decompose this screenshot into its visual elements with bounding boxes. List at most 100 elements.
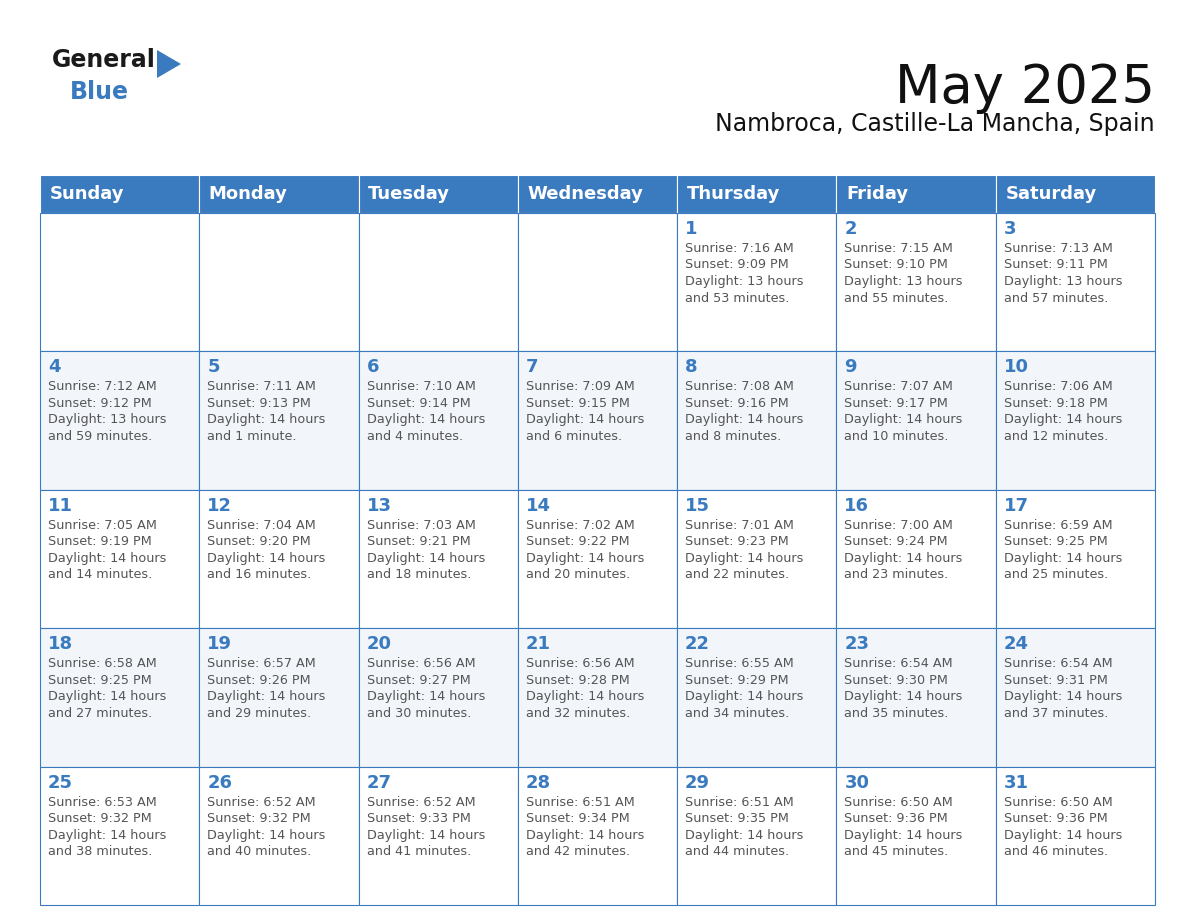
Text: 25: 25 — [48, 774, 72, 791]
Bar — [40, 490, 200, 628]
Text: Sunset: 9:30 PM: Sunset: 9:30 PM — [845, 674, 948, 687]
Text: Friday: Friday — [846, 185, 908, 203]
Text: 6: 6 — [367, 358, 379, 376]
Text: Daylight: 14 hours: Daylight: 14 hours — [845, 690, 962, 703]
Bar — [996, 352, 1155, 490]
Text: and 45 minutes.: and 45 minutes. — [845, 845, 949, 858]
Text: Sunrise: 6:57 AM: Sunrise: 6:57 AM — [207, 657, 316, 670]
Text: Sunset: 9:15 PM: Sunset: 9:15 PM — [526, 397, 630, 410]
Text: Daylight: 14 hours: Daylight: 14 hours — [845, 829, 962, 842]
Text: and 38 minutes.: and 38 minutes. — [48, 845, 152, 858]
Bar — [40, 175, 200, 213]
Text: 20: 20 — [367, 635, 392, 654]
Text: 16: 16 — [845, 497, 870, 515]
Text: Sunset: 9:32 PM: Sunset: 9:32 PM — [48, 812, 152, 825]
Text: Sunset: 9:21 PM: Sunset: 9:21 PM — [367, 535, 470, 548]
Text: Daylight: 14 hours: Daylight: 14 hours — [367, 413, 485, 426]
Text: General: General — [52, 48, 156, 72]
Text: Tuesday: Tuesday — [368, 185, 450, 203]
Text: 12: 12 — [207, 497, 232, 515]
Text: Sunrise: 6:52 AM: Sunrise: 6:52 AM — [207, 796, 316, 809]
Text: Sunrise: 7:04 AM: Sunrise: 7:04 AM — [207, 519, 316, 532]
Text: Sunset: 9:24 PM: Sunset: 9:24 PM — [845, 535, 948, 548]
Bar — [40, 628, 200, 767]
Text: Daylight: 14 hours: Daylight: 14 hours — [685, 829, 803, 842]
Text: Sunrise: 7:15 AM: Sunrise: 7:15 AM — [845, 242, 953, 255]
Text: Sunset: 9:13 PM: Sunset: 9:13 PM — [207, 397, 311, 410]
Text: Daylight: 14 hours: Daylight: 14 hours — [526, 690, 644, 703]
Text: Daylight: 14 hours: Daylight: 14 hours — [845, 552, 962, 565]
Text: and 29 minutes.: and 29 minutes. — [207, 707, 311, 720]
Text: Sunset: 9:16 PM: Sunset: 9:16 PM — [685, 397, 789, 410]
Text: Sunrise: 6:54 AM: Sunrise: 6:54 AM — [1004, 657, 1112, 670]
Text: and 34 minutes.: and 34 minutes. — [685, 707, 789, 720]
Text: Sunrise: 6:54 AM: Sunrise: 6:54 AM — [845, 657, 953, 670]
Text: Sunset: 9:09 PM: Sunset: 9:09 PM — [685, 259, 789, 272]
Bar — [359, 490, 518, 628]
Text: Sunset: 9:35 PM: Sunset: 9:35 PM — [685, 812, 789, 825]
Text: Sunset: 9:33 PM: Sunset: 9:33 PM — [367, 812, 470, 825]
Text: and 18 minutes.: and 18 minutes. — [367, 568, 470, 581]
Text: Sunset: 9:36 PM: Sunset: 9:36 PM — [845, 812, 948, 825]
Text: Daylight: 14 hours: Daylight: 14 hours — [207, 413, 326, 426]
Bar — [40, 352, 200, 490]
Text: and 25 minutes.: and 25 minutes. — [1004, 568, 1108, 581]
Bar — [518, 213, 677, 352]
Bar — [200, 767, 359, 905]
Text: and 12 minutes.: and 12 minutes. — [1004, 430, 1108, 442]
Text: Sunset: 9:11 PM: Sunset: 9:11 PM — [1004, 259, 1107, 272]
Text: Sunrise: 7:05 AM: Sunrise: 7:05 AM — [48, 519, 157, 532]
Text: 18: 18 — [48, 635, 74, 654]
Bar — [677, 767, 836, 905]
Bar — [518, 490, 677, 628]
Text: Sunrise: 7:07 AM: Sunrise: 7:07 AM — [845, 380, 953, 394]
Text: 22: 22 — [685, 635, 710, 654]
Text: Sunrise: 6:59 AM: Sunrise: 6:59 AM — [1004, 519, 1112, 532]
Text: Daylight: 14 hours: Daylight: 14 hours — [48, 552, 166, 565]
Bar — [200, 490, 359, 628]
Bar — [996, 767, 1155, 905]
Text: and 6 minutes.: and 6 minutes. — [526, 430, 623, 442]
Text: and 14 minutes.: and 14 minutes. — [48, 568, 152, 581]
Bar — [677, 490, 836, 628]
Text: Sunrise: 7:12 AM: Sunrise: 7:12 AM — [48, 380, 157, 394]
Text: Sunrise: 7:10 AM: Sunrise: 7:10 AM — [367, 380, 475, 394]
Text: and 1 minute.: and 1 minute. — [207, 430, 297, 442]
Bar — [836, 213, 996, 352]
Text: Sunset: 9:14 PM: Sunset: 9:14 PM — [367, 397, 470, 410]
Text: Daylight: 14 hours: Daylight: 14 hours — [1004, 552, 1121, 565]
Text: 10: 10 — [1004, 358, 1029, 376]
Bar — [677, 352, 836, 490]
Text: and 57 minutes.: and 57 minutes. — [1004, 292, 1108, 305]
Text: Sunset: 9:25 PM: Sunset: 9:25 PM — [48, 674, 152, 687]
Text: 24: 24 — [1004, 635, 1029, 654]
Text: Sunrise: 6:51 AM: Sunrise: 6:51 AM — [526, 796, 634, 809]
Bar — [836, 490, 996, 628]
Text: Sunrise: 7:09 AM: Sunrise: 7:09 AM — [526, 380, 634, 394]
Text: Sunset: 9:10 PM: Sunset: 9:10 PM — [845, 259, 948, 272]
Text: May 2025: May 2025 — [895, 62, 1155, 114]
Bar — [996, 628, 1155, 767]
Text: 28: 28 — [526, 774, 551, 791]
Text: Sunset: 9:22 PM: Sunset: 9:22 PM — [526, 535, 630, 548]
Text: Daylight: 13 hours: Daylight: 13 hours — [48, 413, 166, 426]
Text: and 44 minutes.: and 44 minutes. — [685, 845, 789, 858]
Text: Sunset: 9:17 PM: Sunset: 9:17 PM — [845, 397, 948, 410]
Text: and 42 minutes.: and 42 minutes. — [526, 845, 630, 858]
Text: Sunrise: 6:56 AM: Sunrise: 6:56 AM — [367, 657, 475, 670]
Text: 27: 27 — [367, 774, 392, 791]
Bar — [836, 352, 996, 490]
Text: Sunrise: 6:58 AM: Sunrise: 6:58 AM — [48, 657, 157, 670]
Text: Daylight: 14 hours: Daylight: 14 hours — [48, 690, 166, 703]
Text: 23: 23 — [845, 635, 870, 654]
Text: and 22 minutes.: and 22 minutes. — [685, 568, 789, 581]
Text: and 20 minutes.: and 20 minutes. — [526, 568, 630, 581]
Bar — [677, 175, 836, 213]
Bar — [518, 352, 677, 490]
Text: 9: 9 — [845, 358, 857, 376]
Text: Daylight: 14 hours: Daylight: 14 hours — [1004, 829, 1121, 842]
Text: Monday: Monday — [209, 185, 287, 203]
Text: 5: 5 — [207, 358, 220, 376]
Text: Sunrise: 7:11 AM: Sunrise: 7:11 AM — [207, 380, 316, 394]
Text: Sunrise: 6:50 AM: Sunrise: 6:50 AM — [845, 796, 953, 809]
